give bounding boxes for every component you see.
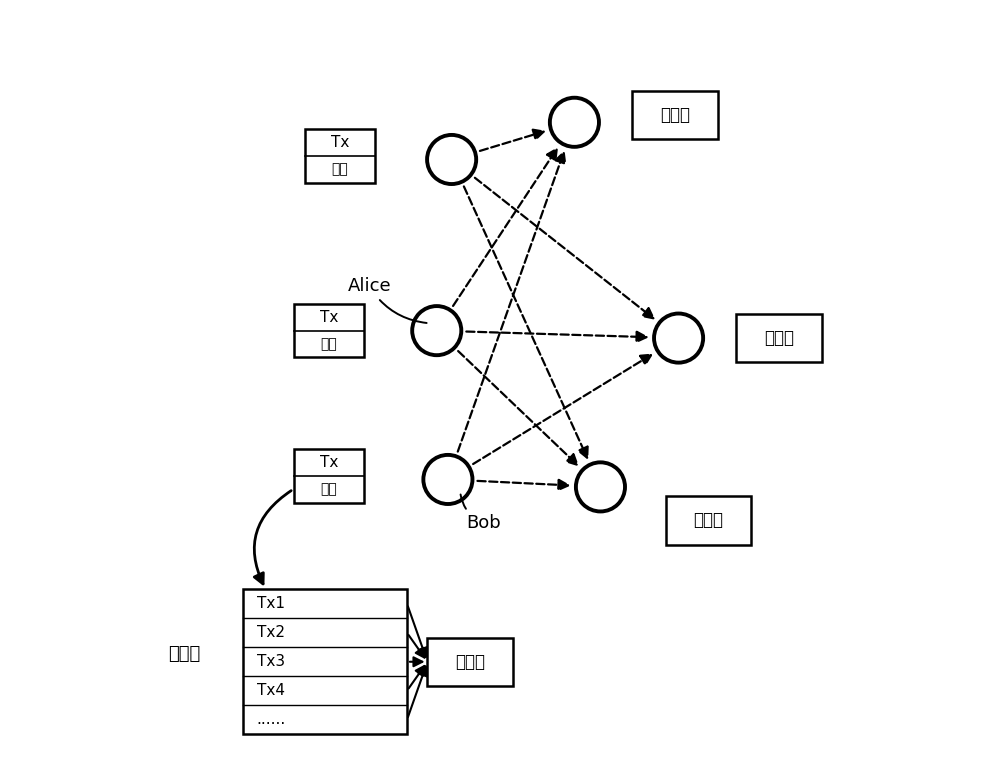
Text: 签名: 签名	[320, 337, 337, 351]
Text: Tx3: Tx3	[257, 654, 285, 669]
Text: 新区块: 新区块	[764, 329, 794, 347]
Bar	[666, 496, 751, 544]
Bar	[294, 304, 364, 358]
Text: Bob: Bob	[461, 494, 501, 532]
Text: Alice: Alice	[347, 277, 427, 323]
Text: 交易池: 交易池	[168, 645, 200, 663]
Text: 新区块: 新区块	[455, 653, 485, 671]
Bar	[305, 129, 375, 183]
Bar	[243, 589, 407, 735]
Text: 签名: 签名	[332, 162, 348, 176]
Bar	[427, 637, 513, 686]
Bar	[632, 91, 718, 139]
Bar	[294, 449, 364, 503]
Text: Tx1: Tx1	[257, 597, 285, 611]
Text: 签名: 签名	[320, 482, 337, 496]
Text: 新区块: 新区块	[660, 106, 690, 124]
Text: Tx4: Tx4	[257, 683, 285, 698]
Text: Tx: Tx	[331, 135, 349, 150]
Text: Tx: Tx	[320, 310, 338, 324]
Bar	[736, 314, 822, 362]
Text: 新区块: 新区块	[693, 512, 723, 529]
Text: Tx2: Tx2	[257, 625, 285, 641]
Text: Tx: Tx	[320, 455, 338, 470]
Text: ......: ......	[257, 713, 286, 728]
